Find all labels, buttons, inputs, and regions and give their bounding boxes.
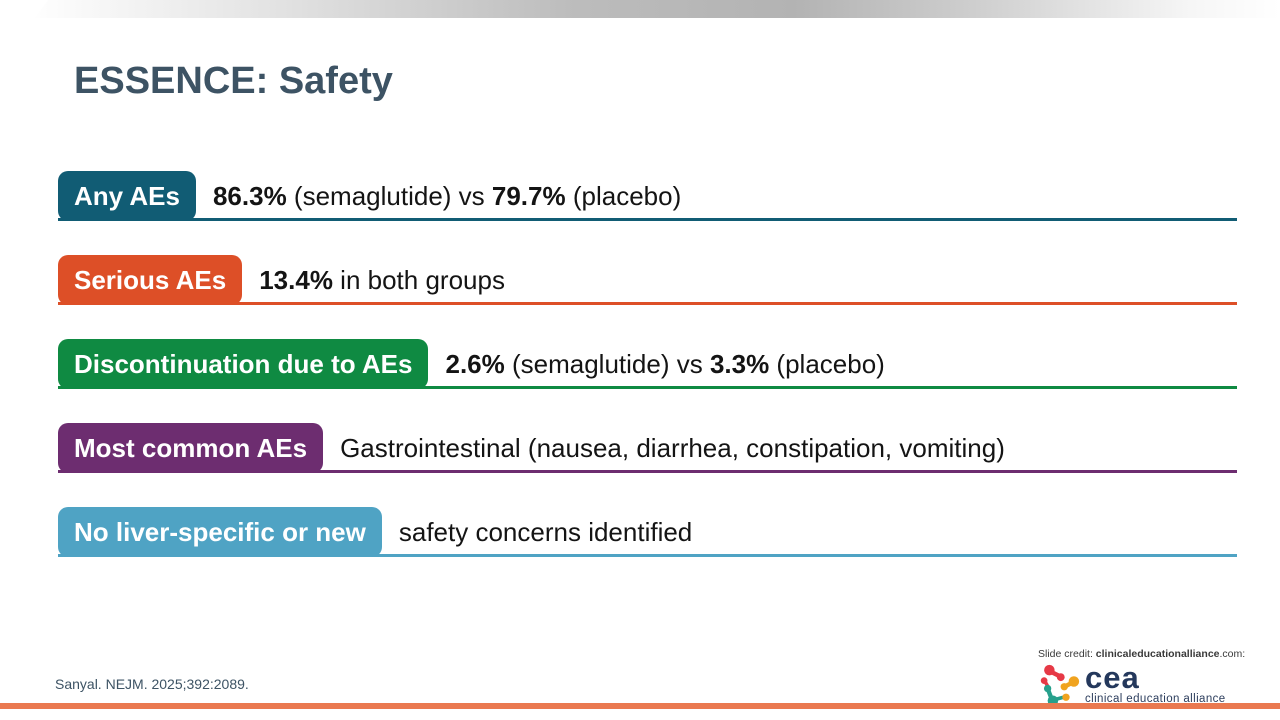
credit-prefix: Slide credit:	[1038, 648, 1096, 660]
cea-logo-text: cea clinical education alliance	[1085, 659, 1226, 706]
ae-row: Discontinuation due to AEs 2.6% (semaglut…	[58, 339, 1237, 389]
ae-row-text: Gastrointestinal (nausea, diarrhea, cons…	[340, 432, 1005, 463]
credit-block: Slide credit: clinicaleducationalliance.…	[1038, 648, 1245, 707]
ae-category-badge: Discontinuation due to AEs	[58, 339, 429, 389]
credit-suffix: .com:	[1219, 648, 1246, 660]
slide-credit-line: Slide credit: clinicaleducationalliance.…	[1038, 648, 1245, 660]
ae-row-text: 86.3% (semaglutide) vs 79.7% (placebo)	[212, 180, 682, 211]
cea-logo: cea clinical education alliance	[1038, 659, 1226, 707]
ae-category-badge: Most common AEs	[58, 423, 324, 473]
ae-row-underline	[58, 386, 1237, 389]
citation-text: Sanyal. NEJM. 2025;392:2089.	[55, 676, 249, 692]
ae-row-text: 2.6% (semaglutide) vs 3.3% (placebo)	[445, 348, 885, 379]
ae-category-badge: Any AEs	[58, 171, 196, 221]
ae-row: Any AEs 86.3% (semaglutide) vs 79.7% (pla…	[58, 171, 1237, 221]
ae-row-underline	[58, 218, 1237, 221]
ae-row-underline	[58, 554, 1237, 557]
credit-domain: clinicaleducationalliance	[1095, 648, 1220, 660]
ae-rows-list: Any AEs 86.3% (semaglutide) vs 79.7% (pla…	[58, 171, 1237, 591]
bottom-accent-bar	[0, 703, 1280, 709]
ae-row-underline	[58, 302, 1237, 305]
ae-category-badge: Serious AEs	[58, 255, 243, 305]
ae-row: No liver-specific or new safety concerns …	[58, 507, 1237, 557]
ae-row-text: safety concerns identified	[398, 516, 693, 547]
top-gradient-bar	[35, 0, 1280, 18]
ae-row-underline	[58, 470, 1237, 473]
cea-tagline: clinical education alliance	[1085, 693, 1226, 706]
ae-category-badge: No liver-specific or new	[58, 507, 382, 557]
cea-wordmark: cea	[1085, 659, 1140, 695]
ae-row-text: 13.4% in both groups	[259, 264, 505, 295]
slide-title: ESSENCE: Safety	[74, 60, 393, 102]
ae-row: Most common AEs Gastrointestinal (nausea,…	[58, 423, 1237, 473]
cea-molecule-icon	[1040, 664, 1080, 706]
ae-row: Serious AEs 13.4% in both groups	[58, 255, 1237, 305]
